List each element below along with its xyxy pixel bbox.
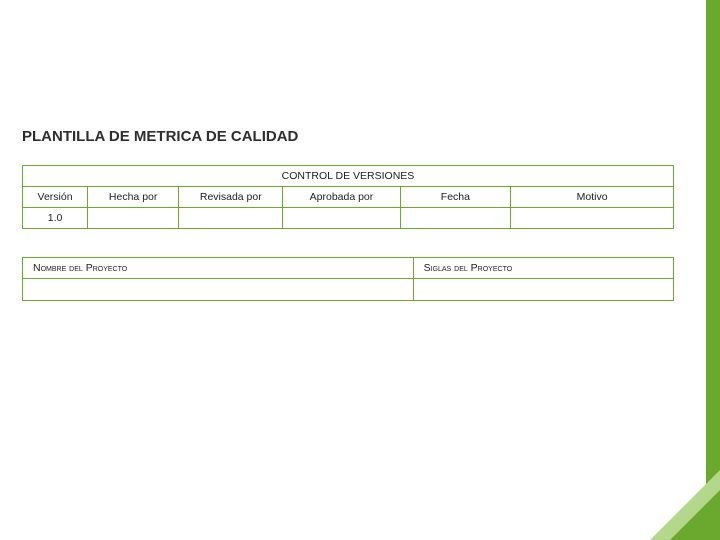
versions-cell xyxy=(88,208,179,229)
project-row xyxy=(23,279,674,301)
versions-cell xyxy=(283,208,400,229)
versions-header-row: VersiónHecha porRevisada porAprobada por… xyxy=(23,187,674,208)
side-accent-bar xyxy=(706,0,720,540)
versions-row: 1.0 xyxy=(23,208,674,229)
project-header-row: Nombre del Proyecto Siglas del Proyecto xyxy=(23,258,674,279)
content-region: PLANTILLA DE METRICA DE CALIDAD CONTROL … xyxy=(22,128,674,301)
project-code-header: Siglas del Proyecto xyxy=(413,258,673,279)
corner-triangle-inner xyxy=(670,490,720,540)
project-cell xyxy=(23,279,414,301)
versions-cell: 1.0 xyxy=(23,208,88,229)
versions-col-header: Aprobada por xyxy=(283,187,400,208)
versions-table: CONTROL DE VERSIONES VersiónHecha porRev… xyxy=(22,165,674,229)
versions-cell xyxy=(179,208,283,229)
project-table: Nombre del Proyecto Siglas del Proyecto xyxy=(22,257,674,301)
versions-col-header: Motivo xyxy=(511,187,674,208)
project-cell xyxy=(413,279,673,301)
versions-col-header: Revisada por xyxy=(179,187,283,208)
versions-col-header: Hecha por xyxy=(88,187,179,208)
versions-col-header: Versión xyxy=(23,187,88,208)
versions-cell xyxy=(400,208,511,229)
versions-col-header: Fecha xyxy=(400,187,511,208)
project-name-header: Nombre del Proyecto xyxy=(23,258,414,279)
versions-caption: CONTROL DE VERSIONES xyxy=(23,166,674,187)
versions-cell xyxy=(511,208,674,229)
versions-caption-row: CONTROL DE VERSIONES xyxy=(23,166,674,187)
page-title: PLANTILLA DE METRICA DE CALIDAD xyxy=(22,128,674,145)
